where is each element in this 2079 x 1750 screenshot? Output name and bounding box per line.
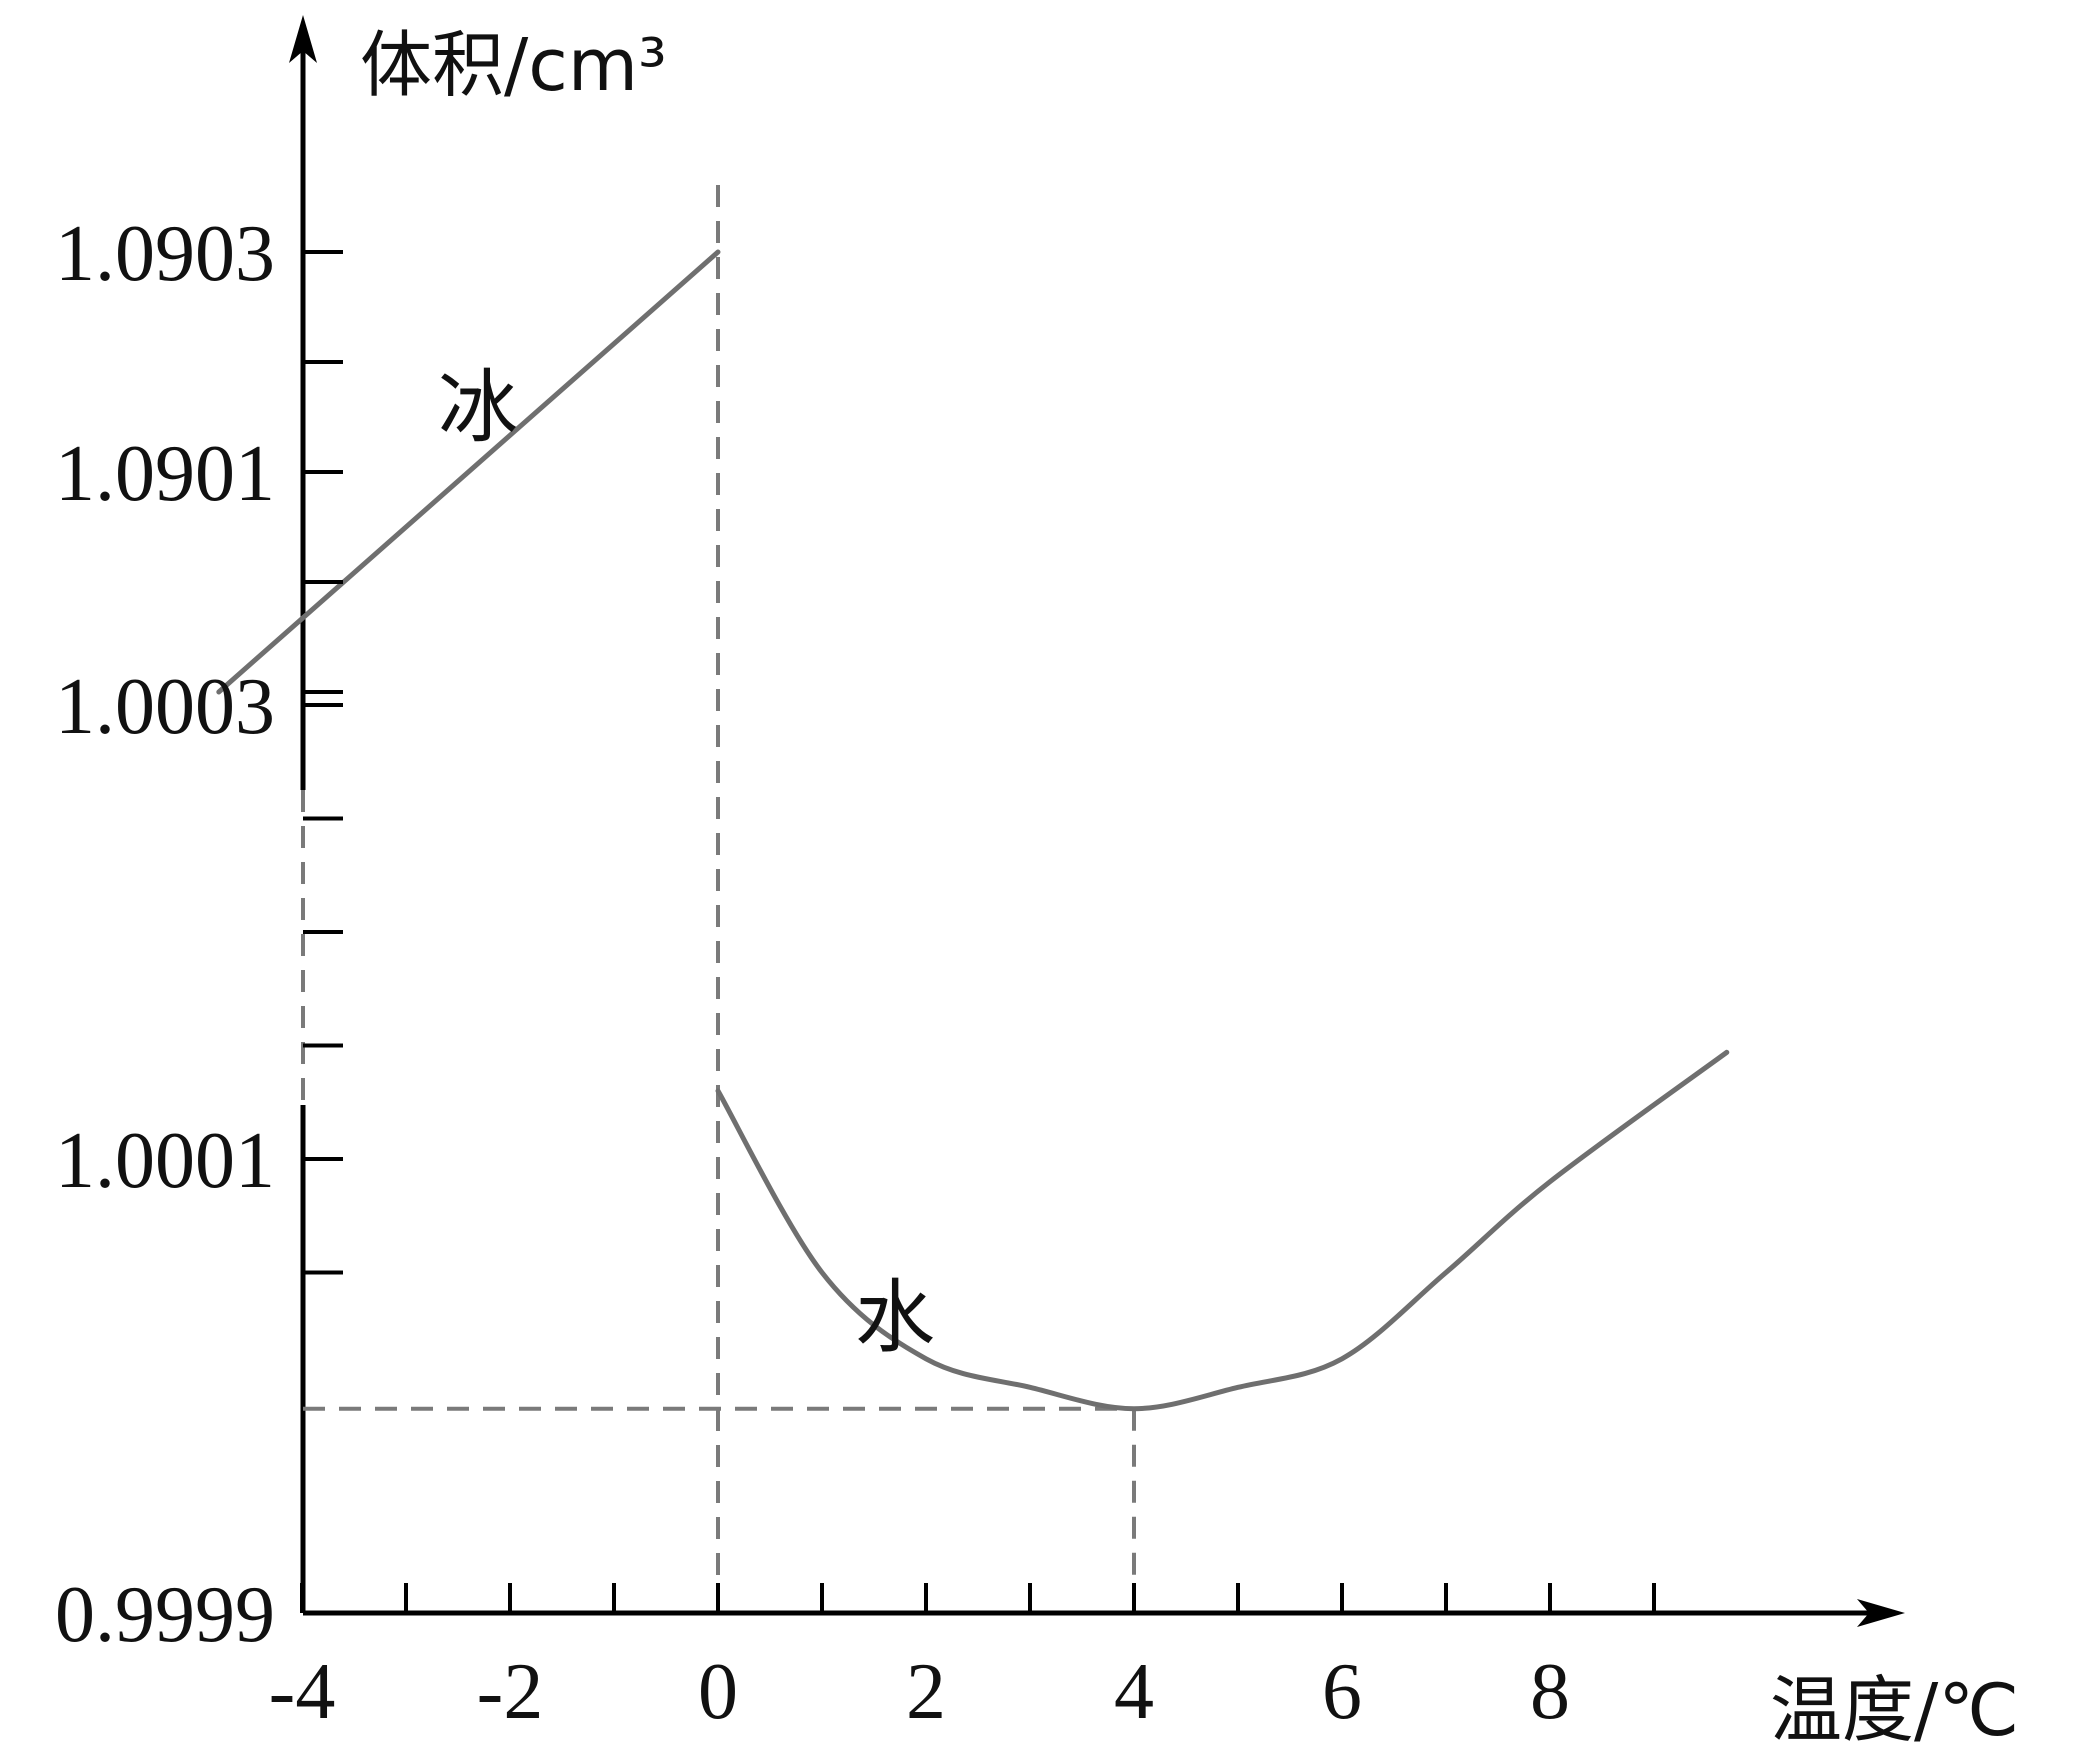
y-tick-label: 0.9999 bbox=[55, 1571, 275, 1659]
series-label-ice: 冰 bbox=[438, 361, 518, 454]
y-tick-label: 1.0001 bbox=[55, 1117, 275, 1205]
x-ticks: -4 -2 0 2 4 6 8 bbox=[269, 1583, 1656, 1736]
x-tick-label: 4 bbox=[1114, 1648, 1154, 1736]
x-tick-label: 2 bbox=[906, 1648, 946, 1736]
x-axis-arrow bbox=[1857, 1599, 1905, 1627]
series-layer bbox=[216, 249, 1730, 1412]
y-axis-arrow bbox=[289, 15, 317, 63]
x-tick-label: 8 bbox=[1530, 1648, 1570, 1736]
y-tick-label: 1.0003 bbox=[55, 663, 275, 751]
axes bbox=[289, 15, 1905, 1627]
labels: 体积/cm³ 温度/℃ 冰 水 bbox=[360, 23, 2019, 1750]
y-tick-label: 1.0901 bbox=[55, 430, 275, 518]
y-ticks: 0.9999 1.0001 1.0003 1.0901 1.0903 bbox=[55, 210, 343, 1659]
x-tick-label: 6 bbox=[1322, 1648, 1362, 1736]
y-tick-label: 1.0903 bbox=[55, 210, 275, 298]
series-water-curve bbox=[715, 1049, 1730, 1412]
x-axis-title: 温度/℃ bbox=[1770, 1668, 2019, 1750]
reference-lines bbox=[303, 185, 1136, 1613]
series-ice-line bbox=[216, 249, 721, 695]
x-tick-label: -2 bbox=[477, 1648, 544, 1736]
series-label-water: 水 bbox=[855, 1271, 935, 1364]
x-tick-label: 0 bbox=[698, 1648, 738, 1736]
x-tick-label: -4 bbox=[269, 1648, 336, 1736]
y-axis-title: 体积/cm³ bbox=[360, 23, 667, 107]
